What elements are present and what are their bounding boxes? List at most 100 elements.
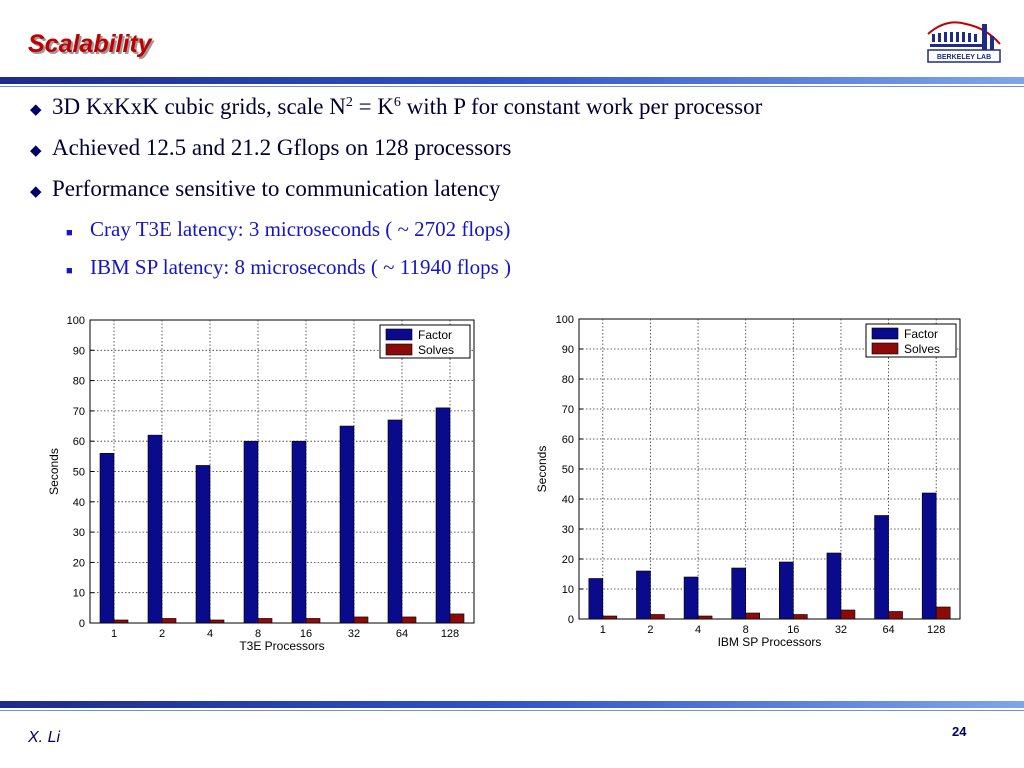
bar-solves [449, 613, 465, 624]
y-tick-label: 80 [562, 374, 574, 386]
y-tick-label: 50 [73, 467, 85, 479]
y-tick-label: 0 [568, 614, 574, 626]
square-bullet-icon: ■ [66, 265, 73, 277]
bar-solves [840, 609, 856, 620]
bullet-item: ◆ 3D KxKxK cubic grids, scale N2 = K6 wi… [30, 94, 1020, 135]
ibm-sp-chart: 0 10 20 30 40 50 60 70 80 90 100 1 2 4 8 16 32 64 128 IBM S… [532, 306, 972, 661]
bar-factor [731, 567, 746, 620]
title-rule [0, 77, 1024, 84]
bullet-item: ◆ Achieved 12.5 and 21.2 Gflops on 128 p… [30, 135, 1020, 176]
y-tick-label: 100 [67, 315, 85, 327]
page-number: 24 [952, 724, 967, 739]
y-tick-label: 20 [73, 557, 85, 569]
legend-swatch [871, 327, 899, 340]
sub-bullet-text: IBM SP latency: 8 microseconds ( ~ 11940… [90, 255, 512, 279]
y-tick-label: 20 [562, 554, 574, 566]
x-tick-label: 64 [396, 628, 408, 640]
bar-solves [745, 612, 760, 620]
slide-title: Scalability [28, 30, 152, 58]
y-tick-label: 10 [562, 584, 574, 596]
y-tick-label: 80 [73, 376, 85, 388]
bar-solves [305, 618, 321, 624]
y-tick-label: 40 [562, 494, 574, 506]
bar-factor [339, 425, 355, 624]
y-tick-label: 60 [562, 434, 574, 446]
bar-solves [650, 614, 665, 620]
footer-author: X. Li [28, 729, 61, 746]
bar-factor [874, 515, 889, 620]
y-tick-label: 70 [562, 404, 574, 416]
x-tick-label: 16 [300, 628, 312, 640]
sub-bullet-text: Cray T3E latency: 3 microseconds ( ~ 270… [90, 217, 511, 241]
chart-svg: 0 10 20 30 40 50 60 70 80 90 100 1 2 4 8 16 32 64 128 IBM S… [535, 314, 961, 649]
x-axis-label: IBM SP Processors [718, 635, 822, 649]
berkeley-lab-logo: BERKELEY LAB [927, 21, 1001, 63]
bar-solves [697, 615, 713, 620]
title-rule-thin [0, 86, 1024, 87]
bar-solves [888, 611, 903, 620]
bar-solves [401, 616, 417, 624]
bar-solves [602, 615, 618, 620]
y-tick-label: 90 [562, 344, 574, 356]
y-tick-label: 10 [73, 588, 85, 600]
legend-label: Solves [904, 342, 940, 356]
footer-rule-thin [0, 710, 1024, 711]
y-tick-label: 70 [73, 406, 85, 418]
x-tick-label: 4 [207, 628, 213, 640]
bar-factor [243, 440, 259, 624]
diamond-bullet-icon: ◆ [30, 184, 42, 200]
x-tick-label: 16 [787, 624, 799, 636]
x-tick-label: 8 [743, 624, 749, 636]
legend-swatch [385, 343, 413, 356]
y-tick-label: 30 [562, 524, 574, 536]
bullet-text: Performance sensitive to communication l… [52, 176, 501, 201]
y-tick-label: 30 [73, 527, 85, 539]
sub-bullet-item: ■ IBM SP latency: 8 microseconds ( ~ 119… [30, 255, 1020, 293]
bar-factor [99, 453, 115, 624]
square-bullet-icon: ■ [66, 227, 73, 239]
legend-swatch [871, 342, 899, 355]
y-axis-label: Seconds [47, 448, 61, 495]
x-tick-label: 1 [111, 628, 117, 640]
footer-rule [0, 701, 1024, 708]
bar-solves [161, 618, 177, 624]
bar-solves [793, 614, 808, 620]
bar-factor [921, 492, 937, 620]
bar-factor [195, 465, 211, 624]
x-tick-label: 2 [647, 624, 653, 636]
bar-factor [779, 561, 794, 620]
chart-svg: 0 10 20 30 40 50 60 70 80 90 100 1 2 4 8 16 32 64 128 T3E P… [47, 315, 475, 653]
y-tick-label: 100 [556, 314, 574, 326]
bar-solves [935, 606, 951, 620]
x-tick-label: 64 [882, 624, 894, 636]
legend-label: Solves [418, 343, 454, 357]
bar-factor [147, 434, 163, 624]
diamond-bullet-icon: ◆ [30, 143, 42, 159]
legend-swatch [385, 328, 413, 341]
x-tick-label: 32 [348, 628, 360, 640]
bullet-item: ◆ Performance sensitive to communication… [30, 176, 1020, 217]
bar-factor [435, 407, 451, 624]
bullet-text: Achieved 12.5 and 21.2 Gflops on 128 pro… [52, 135, 512, 160]
bar-factor [683, 576, 699, 620]
bar-factor [387, 419, 403, 624]
bullet-text: 3D KxKxK cubic grids, scale N2 = K6 with… [52, 94, 763, 119]
logo-text: BERKELEY LAB [937, 54, 991, 61]
x-tick-label: 32 [835, 624, 847, 636]
y-tick-label: 60 [73, 436, 85, 448]
bar-solves [113, 619, 129, 624]
legend-label: Factor [904, 327, 938, 341]
bar-factor [636, 570, 651, 620]
x-tick-label: 1 [600, 624, 606, 636]
bar-solves [353, 616, 369, 624]
x-tick-label: 2 [159, 628, 165, 640]
diamond-bullet-icon: ◆ [30, 102, 42, 118]
y-tick-label: 40 [73, 497, 85, 509]
x-axis-label: T3E Processors [239, 639, 324, 653]
y-tick-label: 0 [79, 618, 85, 630]
bar-factor [291, 440, 307, 624]
legend-label: Factor [418, 328, 452, 342]
bar-factor [588, 578, 604, 620]
y-tick-label: 50 [562, 464, 574, 476]
x-tick-label: 8 [255, 628, 261, 640]
